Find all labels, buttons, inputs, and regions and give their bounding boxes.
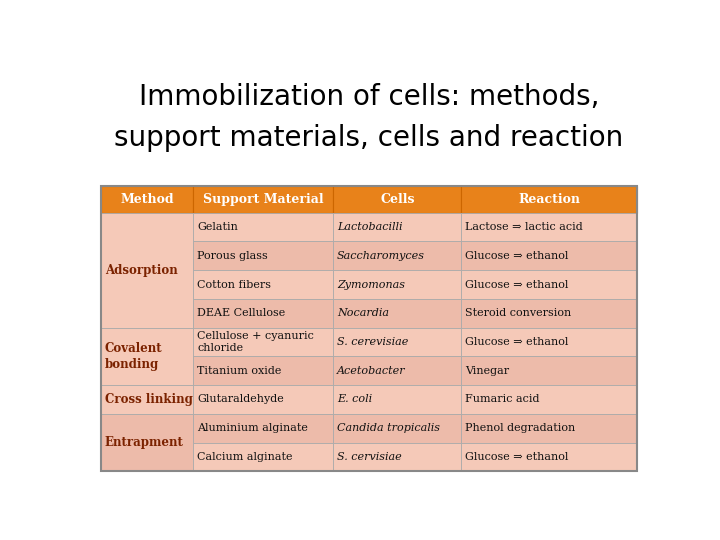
Text: Vinegar: Vinegar (465, 366, 509, 376)
Bar (101, 414, 193, 471)
Text: Glucose ⇒ ethanol: Glucose ⇒ ethanol (465, 337, 569, 347)
Bar (193, 299, 333, 328)
Text: Covalent
bonding: Covalent bonding (104, 342, 162, 370)
Text: DEAE Cellulose: DEAE Cellulose (197, 308, 285, 318)
Text: S. cervisiae: S. cervisiae (337, 452, 402, 462)
Text: Glucose ⇒ ethanol: Glucose ⇒ ethanol (465, 452, 569, 462)
Bar (333, 241, 462, 270)
Text: Cellulose + cyanuric
chloride: Cellulose + cyanuric chloride (197, 331, 314, 353)
Text: Method: Method (120, 193, 174, 206)
Text: Candida tropicalis: Candida tropicalis (337, 423, 440, 433)
Bar (193, 385, 333, 414)
Bar (333, 414, 462, 443)
Bar (193, 414, 333, 443)
Text: Phenol degradation: Phenol degradation (465, 423, 575, 433)
Text: Saccharomyces: Saccharomyces (337, 251, 425, 261)
Bar (462, 186, 637, 213)
Bar (101, 328, 193, 385)
Text: Immobilization of cells: methods,: Immobilization of cells: methods, (139, 83, 599, 111)
Bar (193, 186, 333, 213)
Bar (462, 213, 637, 241)
Text: Reaction: Reaction (518, 193, 580, 206)
Text: Gelatin: Gelatin (197, 222, 238, 232)
Bar (193, 356, 333, 385)
Text: Support Material: Support Material (203, 193, 323, 206)
Text: Cells: Cells (380, 193, 415, 206)
Text: Titanium oxide: Titanium oxide (197, 366, 282, 376)
Bar (101, 186, 637, 471)
Text: Entrapment: Entrapment (104, 436, 184, 449)
Text: Glutaraldehyde: Glutaraldehyde (197, 395, 284, 404)
Text: Adsorption: Adsorption (104, 264, 177, 276)
Bar (462, 385, 637, 414)
Text: Steroid conversion: Steroid conversion (465, 308, 572, 318)
Text: Nocardia: Nocardia (337, 308, 389, 318)
Bar (193, 328, 333, 356)
Text: Fumaric acid: Fumaric acid (465, 395, 540, 404)
Text: Lactose ⇒ lactic acid: Lactose ⇒ lactic acid (465, 222, 583, 232)
Text: Glucose ⇒ ethanol: Glucose ⇒ ethanol (465, 280, 569, 289)
Bar (193, 213, 333, 241)
Bar (333, 356, 462, 385)
Bar (333, 328, 462, 356)
Bar (462, 356, 637, 385)
Text: Cross linking: Cross linking (104, 393, 193, 406)
Bar (462, 241, 637, 270)
Bar (462, 270, 637, 299)
Text: Calcium alginate: Calcium alginate (197, 452, 292, 462)
Text: Zymomonas: Zymomonas (337, 280, 405, 289)
Bar (193, 270, 333, 299)
Bar (333, 385, 462, 414)
Bar (333, 213, 462, 241)
Bar (333, 186, 462, 213)
Text: support materials, cells and reaction: support materials, cells and reaction (114, 124, 624, 152)
Text: Porous glass: Porous glass (197, 251, 268, 261)
Bar (101, 385, 193, 414)
Bar (333, 443, 462, 471)
Bar (462, 328, 637, 356)
Bar (462, 443, 637, 471)
Bar (462, 414, 637, 443)
Bar (193, 443, 333, 471)
Bar (101, 186, 193, 213)
Bar (333, 299, 462, 328)
Text: S. cerevisiae: S. cerevisiae (337, 337, 408, 347)
Bar (462, 299, 637, 328)
Text: Glucose ⇒ ethanol: Glucose ⇒ ethanol (465, 251, 569, 261)
Text: E. coli: E. coli (337, 395, 372, 404)
Bar (333, 270, 462, 299)
Text: Aluminium alginate: Aluminium alginate (197, 423, 308, 433)
Bar (193, 241, 333, 270)
Text: Acetobacter: Acetobacter (337, 366, 406, 376)
Text: Lactobacilli: Lactobacilli (337, 222, 402, 232)
Text: Cotton fibers: Cotton fibers (197, 280, 271, 289)
Bar (101, 213, 193, 328)
